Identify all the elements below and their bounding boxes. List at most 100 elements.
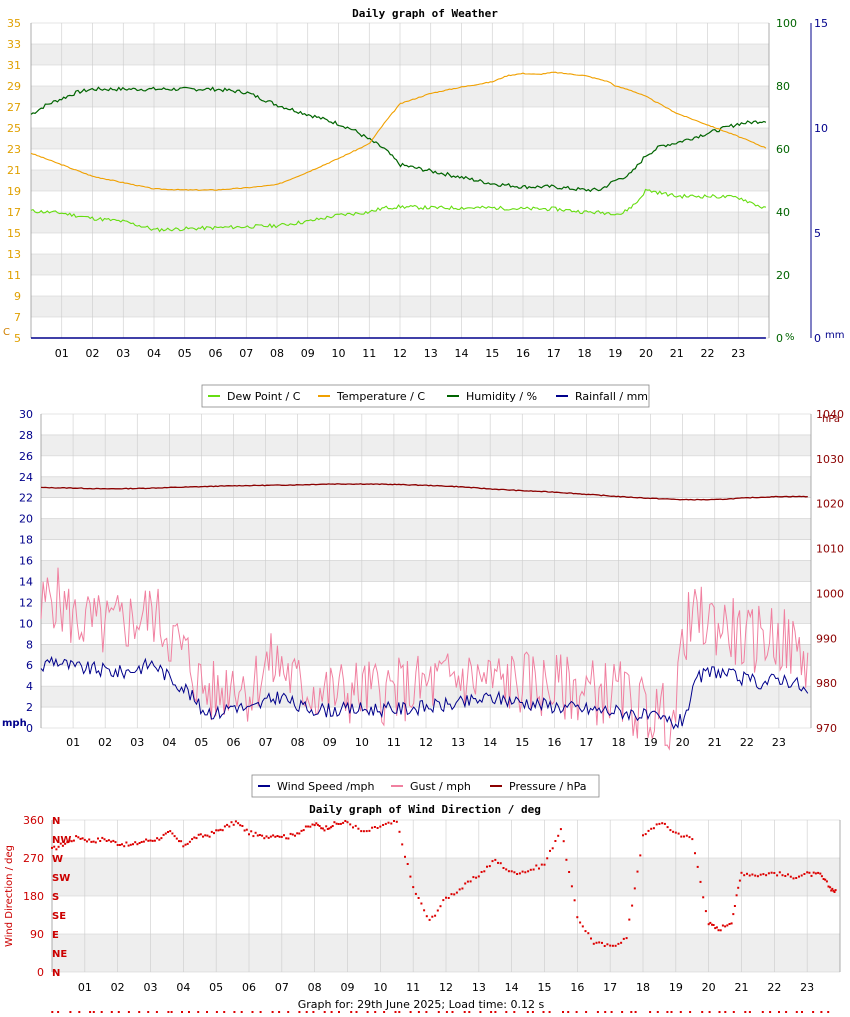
left-tick-label: 23: [7, 143, 21, 156]
calm-marker: [355, 1011, 358, 1013]
direction-point: [140, 841, 143, 843]
direction-point: [118, 844, 121, 846]
calm-marker: [468, 1011, 471, 1013]
direction-point: [685, 834, 688, 837]
calm-marker: [425, 1011, 428, 1013]
humidity-line: [30, 86, 767, 193]
humidity-tick-label: 20: [776, 269, 790, 282]
legend: Dew Point / C Temperature / C Humidity / %…: [201, 384, 650, 408]
direction-point: [226, 823, 229, 826]
direction-point: [223, 825, 226, 828]
direction-point: [357, 827, 360, 830]
left-tick-label: 16: [19, 555, 33, 568]
direction-point: [557, 834, 560, 837]
x-tick-label: 15: [515, 736, 529, 749]
direction-point: [221, 829, 224, 832]
calm-marker: [634, 1011, 637, 1013]
direction-point: [114, 841, 117, 844]
direction-point: [265, 835, 268, 838]
x-tick-label: 07: [259, 736, 273, 749]
left-tick-label: 22: [19, 492, 33, 505]
direction-point: [258, 834, 261, 836]
direction-point: [683, 835, 685, 838]
direction-point: [820, 875, 823, 878]
direction-point: [455, 891, 458, 894]
x-tick-label: 11: [362, 347, 376, 360]
direction-point: [267, 836, 270, 839]
left-tick-label: 28: [19, 429, 33, 442]
compass-label: S: [52, 892, 59, 903]
direction-point: [642, 834, 644, 837]
direction-point: [311, 823, 314, 826]
x-tick-label: 07: [275, 981, 289, 994]
x-tick-label: 02: [86, 347, 100, 360]
direction-point: [521, 870, 524, 873]
direction-point: [483, 870, 486, 873]
direction-point: [232, 823, 235, 826]
calm-marker: [820, 1011, 823, 1013]
left-tick-label: 30: [19, 408, 33, 421]
direction-point: [798, 875, 800, 878]
direction-point: [289, 832, 292, 835]
left-tick-label: 8: [26, 638, 33, 651]
direction-point: [158, 838, 161, 841]
x-tick-label: 07: [239, 347, 253, 360]
direction-point: [655, 823, 658, 826]
x-tick-label: 17: [579, 736, 593, 749]
x-tick-label: 06: [242, 981, 256, 994]
direction-point: [431, 915, 434, 918]
direction-point: [103, 838, 106, 841]
direction-point: [543, 863, 546, 866]
direction-point: [475, 876, 478, 879]
direction-point: [767, 872, 770, 875]
direction-point: [494, 858, 497, 861]
calm-marker: [748, 1011, 751, 1013]
direction-point: [352, 826, 354, 829]
right-axis-unit-rainfall: mm: [825, 330, 844, 341]
direction-point: [800, 874, 803, 877]
direction-point: [291, 833, 294, 836]
left-tick-label: 12: [19, 596, 33, 609]
direction-point: [210, 830, 213, 833]
direction-point: [732, 913, 735, 916]
calm-marker: [542, 1011, 545, 1013]
direction-point: [147, 839, 150, 842]
direction-point: [792, 877, 795, 880]
direction-point: [86, 840, 88, 843]
direction-point: [173, 835, 176, 838]
calm-marker: [785, 1011, 788, 1013]
direction-point: [759, 873, 762, 876]
x-tick-label: 16: [570, 981, 584, 994]
calm-marker: [298, 1011, 301, 1013]
direction-point: [178, 840, 180, 843]
direction-point: [354, 824, 357, 827]
x-tick-label: 14: [483, 736, 497, 749]
calm-marker: [305, 1011, 308, 1013]
calm-marker: [744, 1011, 747, 1013]
direction-point: [294, 834, 296, 837]
direction-point: [219, 828, 222, 831]
calm-marker: [127, 1011, 130, 1013]
direction-point: [825, 880, 828, 883]
direction-point: [830, 889, 833, 892]
left-tick-label: 9: [14, 290, 21, 303]
legend-label: Gust / mph: [410, 780, 471, 793]
direction-point: [606, 943, 609, 946]
direction-point: [579, 921, 582, 924]
direction-point: [315, 822, 318, 825]
direction-point: [513, 871, 516, 874]
dew-point-line: [30, 188, 767, 233]
direction-point: [55, 848, 58, 851]
legend-label: Dew Point / C: [227, 390, 301, 403]
calm-marker: [513, 1011, 516, 1013]
direction-point: [770, 871, 773, 874]
calm-marker: [181, 1011, 183, 1013]
left-tick-label: 0: [37, 966, 44, 979]
direction-point: [390, 822, 393, 825]
pressure-tick-label: 1030: [816, 453, 844, 466]
footer-text: Graph for: 29th June 2025; Load time: 0.…: [298, 998, 545, 1011]
direction-point: [101, 836, 104, 839]
direction-point: [83, 838, 86, 841]
direction-point: [829, 886, 832, 889]
direction-point: [379, 825, 382, 828]
